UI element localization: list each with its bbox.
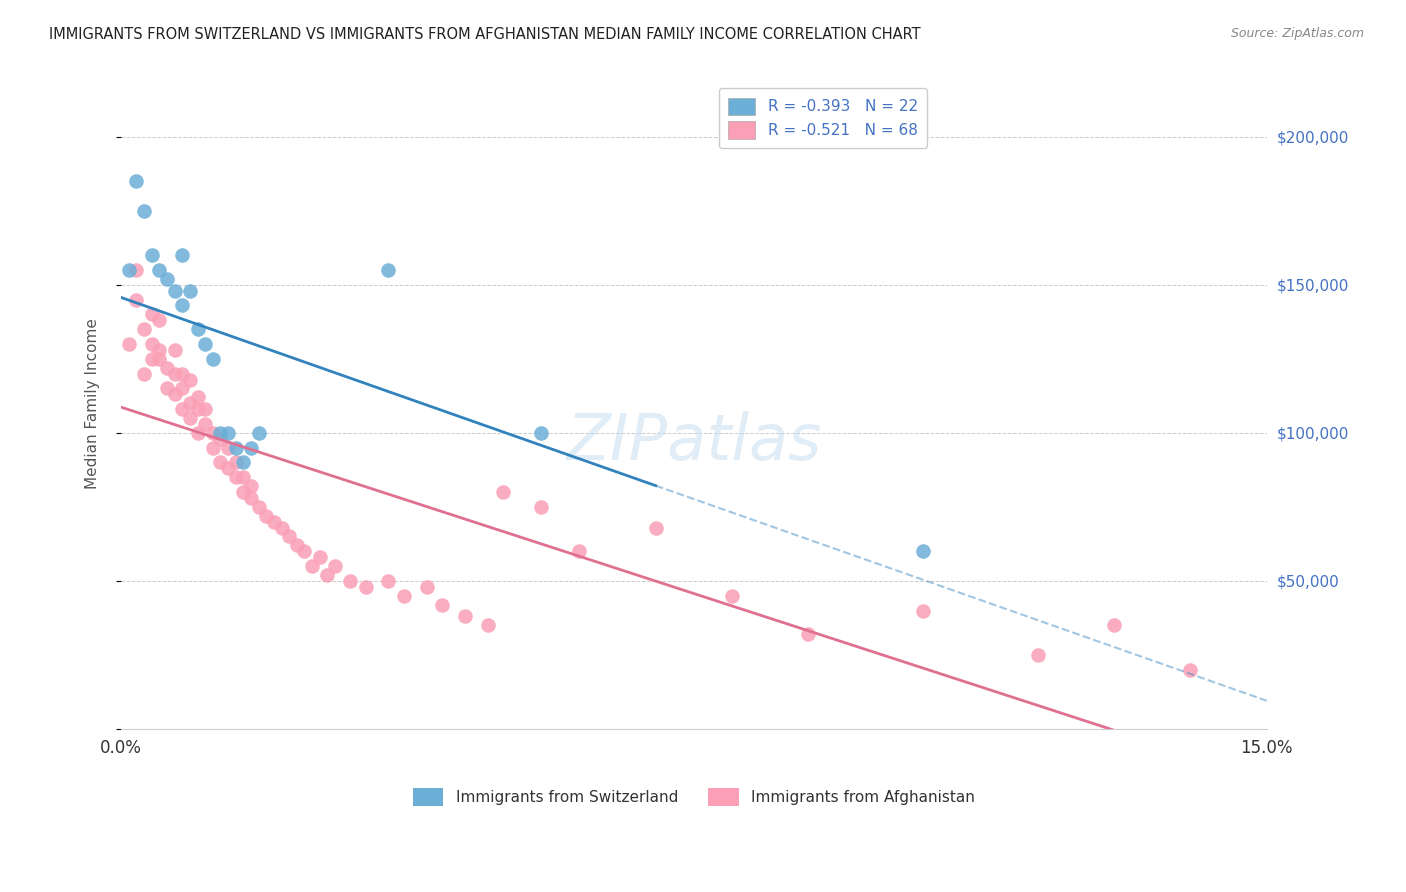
Point bbox=[132, 367, 155, 381]
Point bbox=[201, 425, 224, 440]
Point bbox=[217, 441, 239, 455]
Point bbox=[232, 485, 254, 500]
Point bbox=[156, 381, 179, 395]
Point bbox=[912, 603, 935, 617]
Point bbox=[163, 387, 186, 401]
Point bbox=[172, 402, 194, 417]
Point bbox=[797, 627, 820, 641]
Point bbox=[294, 544, 316, 558]
Point bbox=[194, 417, 217, 431]
Point bbox=[217, 461, 239, 475]
Point bbox=[492, 485, 515, 500]
Point bbox=[270, 520, 292, 534]
Point bbox=[316, 568, 339, 582]
Point bbox=[141, 248, 163, 262]
Point bbox=[179, 372, 201, 386]
Point bbox=[1102, 618, 1125, 632]
Point bbox=[278, 529, 301, 543]
Point bbox=[644, 520, 666, 534]
Point bbox=[377, 574, 399, 588]
Point bbox=[477, 618, 499, 632]
Point bbox=[209, 432, 232, 446]
Point bbox=[239, 441, 262, 455]
Point bbox=[209, 425, 232, 440]
Point bbox=[163, 367, 186, 381]
Point bbox=[263, 515, 285, 529]
Point bbox=[172, 367, 194, 381]
Point bbox=[247, 500, 270, 514]
Point bbox=[301, 559, 323, 574]
Point bbox=[721, 589, 744, 603]
Point bbox=[225, 470, 247, 484]
Point bbox=[232, 470, 254, 484]
Point bbox=[194, 337, 217, 351]
Point bbox=[530, 425, 553, 440]
Point bbox=[377, 263, 399, 277]
Point bbox=[254, 508, 277, 523]
Point bbox=[1180, 663, 1202, 677]
Point bbox=[217, 425, 239, 440]
Text: ZIPatlas: ZIPatlas bbox=[567, 411, 821, 474]
Text: Source: ZipAtlas.com: Source: ZipAtlas.com bbox=[1230, 27, 1364, 40]
Point bbox=[239, 491, 262, 505]
Point bbox=[209, 455, 232, 469]
Point bbox=[156, 272, 179, 286]
Text: IMMIGRANTS FROM SWITZERLAND VS IMMIGRANTS FROM AFGHANISTAN MEDIAN FAMILY INCOME : IMMIGRANTS FROM SWITZERLAND VS IMMIGRANT… bbox=[49, 27, 921, 42]
Point bbox=[392, 589, 415, 603]
Point bbox=[194, 402, 217, 417]
Point bbox=[179, 284, 201, 298]
Point bbox=[186, 390, 208, 404]
Point bbox=[132, 322, 155, 336]
Point bbox=[530, 500, 553, 514]
Legend: Immigrants from Switzerland, Immigrants from Afghanistan: Immigrants from Switzerland, Immigrants … bbox=[406, 782, 981, 812]
Point bbox=[125, 293, 148, 307]
Point bbox=[125, 263, 148, 277]
Point bbox=[148, 343, 170, 357]
Point bbox=[141, 337, 163, 351]
Point bbox=[156, 360, 179, 375]
Point bbox=[186, 425, 208, 440]
Point bbox=[172, 298, 194, 312]
Point bbox=[415, 580, 437, 594]
Point bbox=[163, 343, 186, 357]
Point bbox=[163, 284, 186, 298]
Point bbox=[132, 203, 155, 218]
Point bbox=[912, 544, 935, 558]
Point bbox=[141, 307, 163, 321]
Point bbox=[201, 441, 224, 455]
Point bbox=[247, 425, 270, 440]
Point bbox=[141, 351, 163, 366]
Point bbox=[118, 263, 141, 277]
Point bbox=[201, 351, 224, 366]
Point bbox=[232, 455, 254, 469]
Point bbox=[172, 381, 194, 395]
Point bbox=[172, 248, 194, 262]
Point bbox=[148, 263, 170, 277]
Point bbox=[323, 559, 346, 574]
Point bbox=[308, 550, 330, 565]
Point bbox=[239, 479, 262, 493]
Point bbox=[148, 351, 170, 366]
Point bbox=[454, 609, 477, 624]
Point bbox=[186, 402, 208, 417]
Point bbox=[125, 174, 148, 188]
Point bbox=[179, 411, 201, 425]
Point bbox=[568, 544, 591, 558]
Y-axis label: Median Family Income: Median Family Income bbox=[86, 318, 100, 489]
Point bbox=[1026, 648, 1049, 662]
Point bbox=[148, 313, 170, 327]
Point bbox=[354, 580, 377, 594]
Point bbox=[285, 538, 308, 552]
Point bbox=[118, 337, 141, 351]
Point bbox=[339, 574, 361, 588]
Point bbox=[225, 455, 247, 469]
Point bbox=[186, 322, 208, 336]
Point bbox=[225, 441, 247, 455]
Point bbox=[430, 598, 453, 612]
Point bbox=[179, 396, 201, 410]
